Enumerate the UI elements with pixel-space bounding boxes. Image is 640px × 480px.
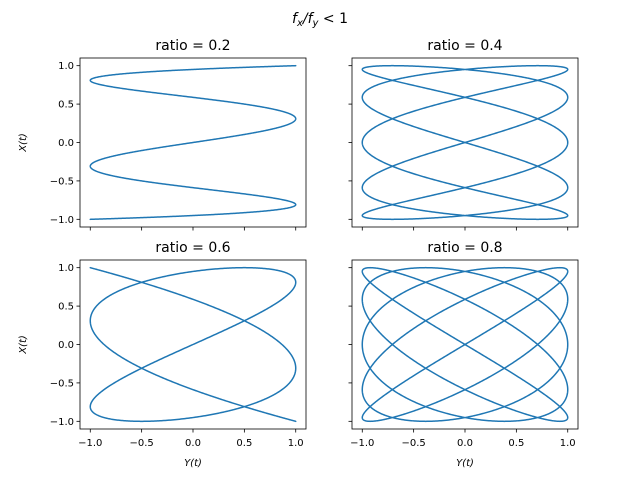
- lissajous-line: [89, 266, 297, 423]
- y-tick-label: 1.0: [58, 61, 74, 72]
- subplot-1: −1.0 −0.5 0.0 0.5 1.0 ratio = 0.2 X(t): [18, 38, 307, 231]
- x-tick-label: 1.0: [288, 438, 304, 449]
- x-tick-label: −1.0: [350, 438, 374, 449]
- x-tick-label: 0.5: [508, 438, 524, 449]
- x-axis-label: Y(t): [456, 458, 474, 469]
- x-tick-label: 1.0: [560, 438, 576, 449]
- x-tick-label: 0.5: [236, 438, 252, 449]
- y-tick-label: −1.0: [50, 215, 74, 226]
- x-tick-label: 0.0: [185, 438, 201, 449]
- x-axis-label: Y(t): [184, 458, 202, 469]
- lissajous-line: [361, 266, 569, 423]
- x-tick-label: −0.5: [401, 438, 425, 449]
- y-tick-label: 1.0: [58, 263, 74, 274]
- x-tick-label: 0.0: [457, 438, 473, 449]
- y-axis-label: X(t): [18, 335, 29, 355]
- x-tick-label: −1.0: [78, 438, 102, 449]
- y-tick-label: −0.5: [50, 378, 74, 389]
- subplot-title: ratio = 0.8: [427, 240, 502, 256]
- subplot-2: ratio = 0.4: [348, 38, 579, 231]
- y-tick-label: −0.5: [50, 176, 74, 187]
- subplot-grid: −1.0 −0.5 0.0 0.5 1.0 ratio = 0.2 X(t) ratio = …: [18, 38, 579, 469]
- subplot-title: ratio = 0.4: [427, 38, 502, 54]
- subplot-title: ratio = 0.2: [155, 38, 230, 54]
- y-tick-label: 0.5: [58, 302, 74, 313]
- y-tick-label: −1.0: [50, 417, 74, 428]
- y-tick-label: 0.5: [58, 100, 74, 111]
- figure-suptitle: fx/fy < 1: [292, 11, 348, 29]
- x-tick-label: −0.5: [129, 438, 153, 449]
- y-tick-label: 0.0: [58, 138, 74, 149]
- subplot-4: −1.0 −0.5 0.0 0.5 1.0 ratio = 0.8 Y(t): [348, 240, 579, 469]
- subplot-3: −1.0 −0.5 0.0 0.5 1.0 −1.0 −0.5 0.0 0.5 1.0 ratio …: [18, 240, 307, 469]
- subplot-title: ratio = 0.6: [155, 240, 230, 256]
- y-tick-label: 0.0: [58, 340, 74, 351]
- lissajous-line: [89, 64, 297, 221]
- y-axis-label: X(t): [18, 133, 29, 153]
- lissajous-line: [361, 64, 569, 221]
